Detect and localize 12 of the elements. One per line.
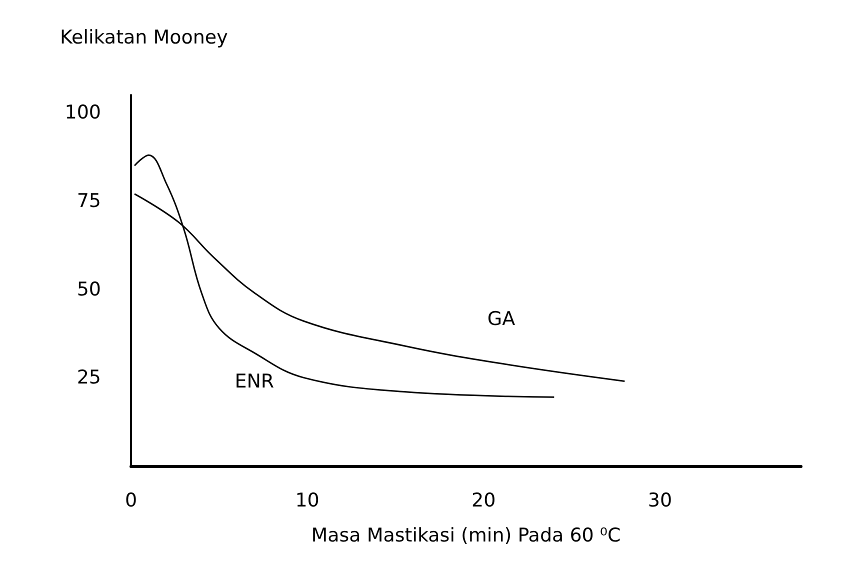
y-tick-label: 100 xyxy=(64,102,101,124)
series-label: GA xyxy=(487,308,516,330)
y-tick-label: 50 xyxy=(76,278,101,300)
x-tick-label: 10 xyxy=(295,490,320,512)
y-tick-label: 75 xyxy=(76,190,101,212)
x-tick-label: 30 xyxy=(648,490,672,512)
y-axis-title: Kelikatan Mooney xyxy=(60,26,228,48)
x-axis-title: Masa Mastikasi (min) Pada 60 ⁰C xyxy=(311,524,621,546)
x-tick-label: 20 xyxy=(472,490,496,512)
x-tick-label: 0 xyxy=(124,490,138,512)
y-tick-label: 25 xyxy=(76,366,101,389)
series-label: ENR xyxy=(234,370,274,392)
